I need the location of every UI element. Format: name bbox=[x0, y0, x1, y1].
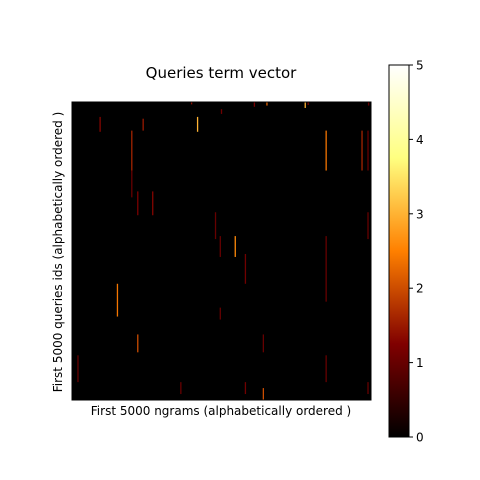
heatmap-plot bbox=[71, 101, 372, 401]
y-axis-label: First 5000 queries ids (alphabetically o… bbox=[51, 112, 65, 393]
colorbar-tick-label-5: 5 bbox=[416, 59, 424, 73]
colorbar-tick-label-2: 2 bbox=[416, 282, 424, 296]
x-axis-label: First 5000 ngrams (alphabetically ordere… bbox=[91, 404, 351, 418]
chart-title: Queries term vector bbox=[146, 64, 297, 82]
colorbar-tick-label-0: 0 bbox=[416, 431, 424, 445]
colorbar-tick-label-4: 4 bbox=[416, 133, 424, 147]
colorbar-ticks: 0 1 2 3 4 5 bbox=[409, 59, 424, 445]
heatmap-marks bbox=[77, 102, 370, 400]
colorbar-gradient bbox=[388, 64, 410, 438]
heatmap-background bbox=[72, 102, 371, 400]
colorbar-tick-label-3: 3 bbox=[416, 207, 424, 221]
colorbar: 0 1 2 3 4 5 bbox=[388, 59, 424, 445]
colorbar-tick-label-1: 1 bbox=[416, 356, 424, 370]
plot-frame bbox=[71, 101, 372, 401]
